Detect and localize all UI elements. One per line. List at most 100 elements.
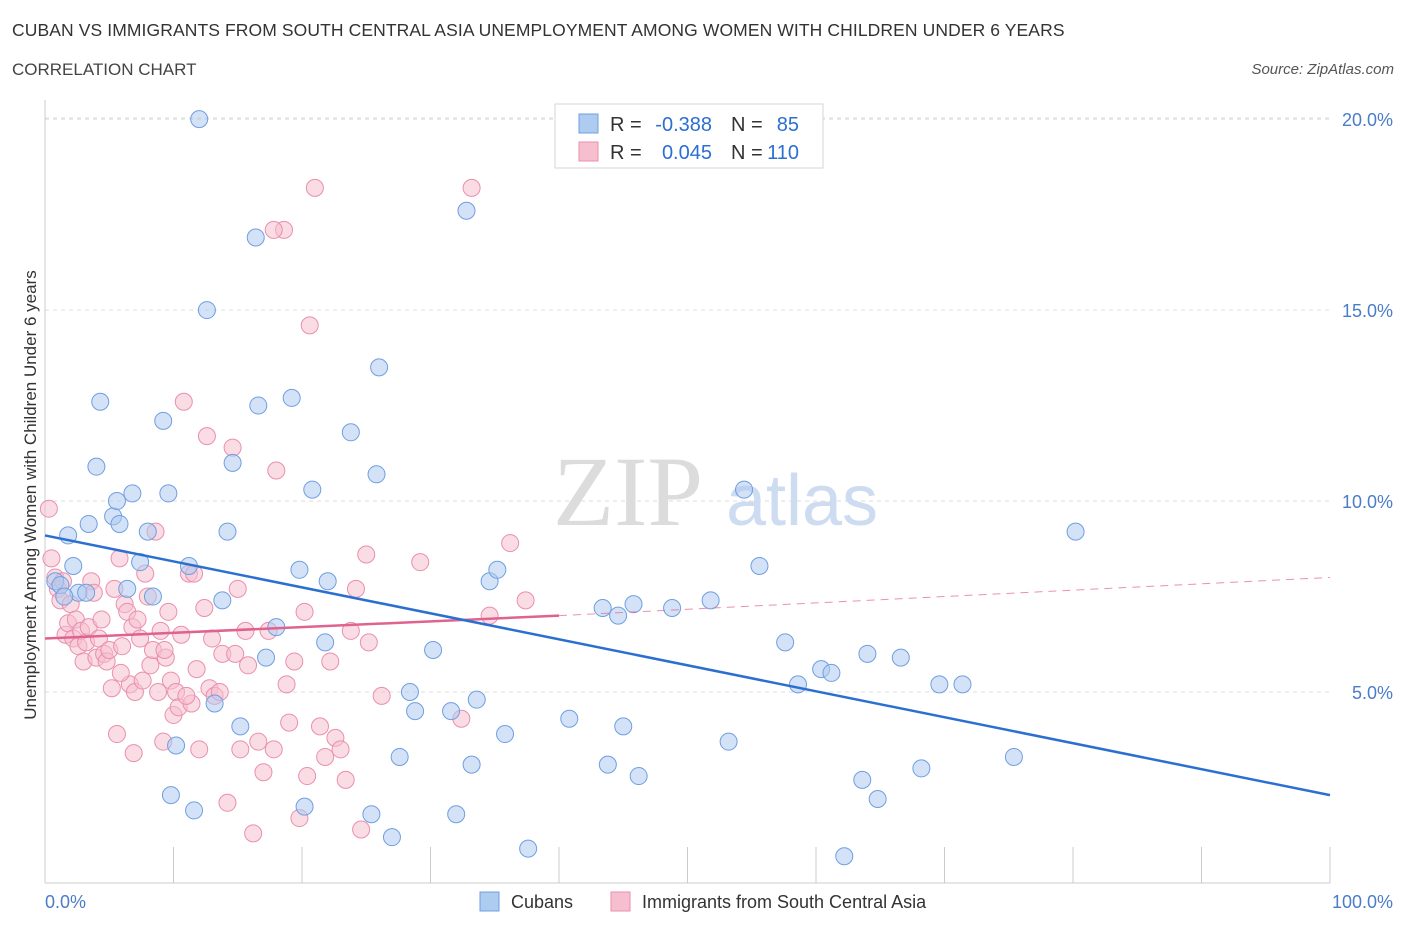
y-tick-label: 10.0% xyxy=(1342,492,1393,512)
point-cubans xyxy=(624,595,643,614)
point-cubans xyxy=(185,801,204,820)
point-immigrants xyxy=(249,732,268,751)
point-cubans xyxy=(735,480,754,499)
stats-legend-n-label-immigrants: N = xyxy=(731,142,763,164)
stats-legend-r-label-immigrants: R = xyxy=(610,142,642,164)
point-cubans xyxy=(822,663,841,682)
point-immigrants xyxy=(159,602,178,621)
point-immigrants xyxy=(480,606,499,625)
watermark: ZIP atlas xyxy=(553,436,878,547)
point-cubans xyxy=(701,591,720,610)
point-immigrants xyxy=(264,740,283,759)
point-cubans xyxy=(295,797,314,816)
point-immigrants xyxy=(111,663,130,682)
point-immigrants xyxy=(295,602,314,621)
point-cubans xyxy=(91,392,110,411)
point-cubans xyxy=(858,644,877,663)
tick-labels: 5.0% 10.0% 15.0% 20.0% 0.0% 100.0% xyxy=(45,110,1393,912)
point-immigrants xyxy=(228,579,247,598)
point-immigrants xyxy=(357,545,376,564)
point-cubans xyxy=(776,633,795,652)
point-cubans xyxy=(457,201,476,220)
point-cubans xyxy=(154,411,173,430)
point-immigrants xyxy=(197,427,216,446)
point-immigrants xyxy=(298,767,317,786)
y-tick-label: 5.0% xyxy=(1352,683,1393,703)
point-cubans xyxy=(303,480,322,499)
point-immigrants xyxy=(42,549,61,568)
trend-lines xyxy=(44,534,1331,797)
point-cubans xyxy=(290,560,309,579)
point-immigrants xyxy=(177,686,196,705)
point-cubans xyxy=(249,396,268,415)
point-immigrants xyxy=(321,652,340,671)
point-immigrants xyxy=(267,461,286,480)
point-cubans xyxy=(560,709,579,728)
point-immigrants xyxy=(113,637,132,656)
point-cubans xyxy=(138,522,157,541)
point-immigrants xyxy=(280,713,299,732)
point-cubans xyxy=(424,641,443,660)
point-cubans xyxy=(853,770,872,789)
source-text: Source: ZipAtlas.com xyxy=(1251,61,1394,78)
point-immigrants xyxy=(223,438,242,457)
point-cubans xyxy=(719,732,738,751)
stats-legend-r-value-cubans: -0.388 xyxy=(655,114,712,136)
point-cubans xyxy=(400,683,419,702)
point-cubans xyxy=(246,228,265,247)
point-immigrants xyxy=(102,679,121,698)
point-immigrants xyxy=(372,686,391,705)
stats-legend-r-value-immigrants: 0.045 xyxy=(662,142,712,164)
legend-swatch-cubans xyxy=(479,891,500,912)
point-immigrants xyxy=(501,534,520,553)
point-cubans xyxy=(1066,522,1085,541)
point-immigrants xyxy=(124,744,143,763)
point-immigrants xyxy=(516,591,535,610)
legend-label-cubans: Cubans xyxy=(511,892,573,912)
point-immigrants xyxy=(151,621,170,640)
point-immigrants xyxy=(244,824,263,843)
point-immigrants xyxy=(316,747,335,766)
point-cubans xyxy=(77,583,96,602)
chart-subtitle: CORRELATION CHART xyxy=(12,60,197,79)
point-immigrants xyxy=(226,644,245,663)
point-immigrants xyxy=(285,652,304,671)
point-cubans xyxy=(213,591,232,610)
point-cubans xyxy=(868,789,887,808)
point-cubans xyxy=(282,388,301,407)
stats-legend-box xyxy=(554,103,824,169)
point-cubans xyxy=(64,556,83,575)
grid-lines xyxy=(45,117,1330,693)
point-immigrants xyxy=(359,633,378,652)
point-immigrants xyxy=(133,671,152,690)
point-cubans xyxy=(55,587,74,606)
point-immigrants xyxy=(92,610,111,629)
point-immigrants xyxy=(231,740,250,759)
y-axis-label: Unemployment Among Women with Children U… xyxy=(21,270,40,719)
point-cubans xyxy=(167,736,186,755)
point-immigrants xyxy=(462,178,481,197)
point-cubans xyxy=(467,690,486,709)
point-cubans xyxy=(218,522,237,541)
trend-line-immigrants xyxy=(44,614,560,640)
point-cubans xyxy=(143,587,162,606)
point-immigrants xyxy=(352,820,371,839)
y-tick-label: 20.0% xyxy=(1342,110,1393,130)
point-immigrants xyxy=(187,660,206,679)
point-cubans xyxy=(382,828,401,847)
point-immigrants xyxy=(310,717,329,736)
point-immigrants xyxy=(149,683,168,702)
stats-legend: R = -0.388 N = 85 R = 0.045 N = 110 xyxy=(554,103,824,169)
stats-legend-swatch-immigrants xyxy=(578,141,599,162)
stats-legend-n-value-cubans: 85 xyxy=(777,114,799,136)
point-cubans xyxy=(789,675,808,694)
point-cubans xyxy=(496,725,515,744)
watermark-zip: ZIP xyxy=(553,436,703,547)
trend-line-immigrants-extension xyxy=(558,576,1331,617)
point-cubans xyxy=(318,572,337,591)
x-tick-label: 0.0% xyxy=(45,892,86,912)
point-cubans xyxy=(118,579,137,598)
point-cubans xyxy=(891,648,910,667)
point-cubans xyxy=(161,786,180,805)
point-cubans xyxy=(390,747,409,766)
